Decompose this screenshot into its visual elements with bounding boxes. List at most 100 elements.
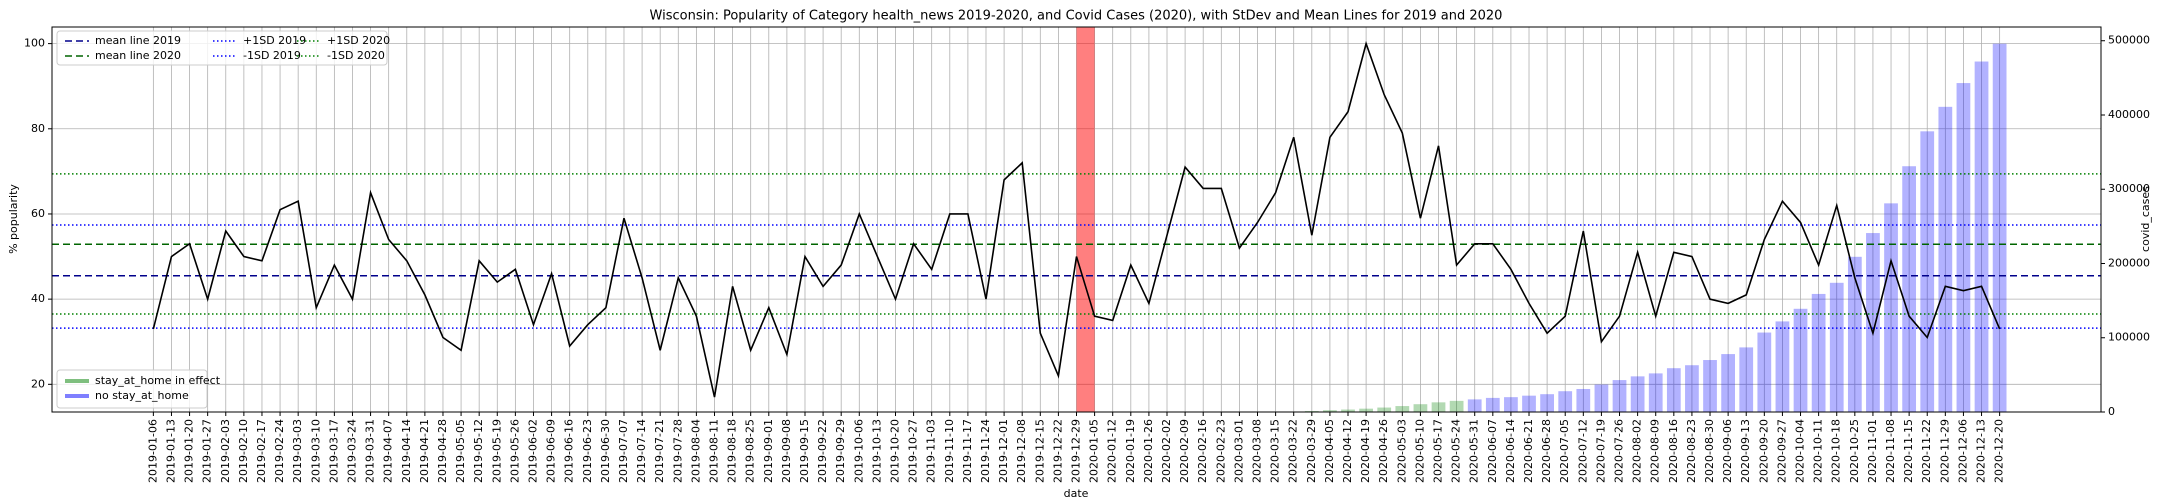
x-tick-label: 2019-07-07 xyxy=(617,419,630,483)
bar xyxy=(1395,406,1410,412)
y2-tick-label: 0 xyxy=(2108,405,2115,418)
x-tick-label: 2019-02-10 xyxy=(237,419,250,483)
x-tick-label: 2020-11-15 xyxy=(1902,419,1915,483)
legend-label: mean line 2019 xyxy=(95,34,181,47)
x-tick-label: 2020-10-18 xyxy=(1830,419,1843,483)
x-tick-label: 2019-12-01 xyxy=(997,419,1010,483)
x-tick-label: 2020-01-05 xyxy=(1088,419,1101,483)
legend-label: +1SD 2019 xyxy=(243,34,306,47)
x-tick-label: 2019-06-16 xyxy=(563,419,576,483)
legend-label: -1SD 2020 xyxy=(327,49,385,62)
bar xyxy=(1956,83,1971,412)
x-tick-label: 2019-05-26 xyxy=(508,419,521,483)
bar xyxy=(1449,400,1464,412)
x-tick-label: 2020-03-22 xyxy=(1287,419,1300,483)
x-tick-label: 2019-01-27 xyxy=(201,419,214,483)
x-tick-label: 2020-09-27 xyxy=(1775,419,1788,483)
x-tick-label: 2019-10-06 xyxy=(852,419,865,483)
x-tick-label: 2020-02-02 xyxy=(1160,419,1173,483)
bar xyxy=(1666,368,1681,412)
x-tick-label: 2020-02-09 xyxy=(1178,419,1191,483)
x-tick-label: 2019-09-01 xyxy=(762,419,775,483)
x-tick-label: 2020-03-15 xyxy=(1269,419,1282,483)
x-tick-label: 2020-06-28 xyxy=(1540,419,1553,483)
x-tick-label: 2020-10-04 xyxy=(1794,419,1807,483)
x-tick-label: 2020-08-23 xyxy=(1685,419,1698,483)
x-tick-label: 2020-11-22 xyxy=(1920,419,1933,483)
x-tick-label: 2019-05-19 xyxy=(490,419,503,483)
x-tick-label: 2020-05-31 xyxy=(1468,419,1481,483)
x-tick-label: 2019-08-11 xyxy=(707,419,720,483)
bar xyxy=(1920,131,1935,412)
bar xyxy=(1902,166,1917,412)
x-tick-label: 2020-04-05 xyxy=(1323,419,1336,483)
legend-label: +1SD 2020 xyxy=(327,34,390,47)
x-axis-label: date xyxy=(1064,487,1089,500)
x-tick-label: 2020-11-29 xyxy=(1938,419,1951,483)
bar xyxy=(1775,321,1790,412)
x-tick-label: 2019-01-06 xyxy=(146,419,159,483)
bar xyxy=(1685,365,1699,412)
x-tick-label: 2019-03-17 xyxy=(327,419,340,483)
x-tick-label: 2019-09-29 xyxy=(834,419,847,483)
x-tick-label: 2019-07-14 xyxy=(635,419,648,483)
y2-tick-label: 400000 xyxy=(2108,108,2150,121)
x-tick-label: 2019-06-09 xyxy=(545,419,558,483)
x-tick-label: 2020-02-16 xyxy=(1196,419,1209,483)
x-tick-label: 2020-07-26 xyxy=(1613,419,1626,483)
x-tick-label: 2020-12-13 xyxy=(1975,419,1988,483)
bar xyxy=(1612,380,1627,412)
bar xyxy=(1847,256,1862,412)
x-tick-label: 2019-02-17 xyxy=(255,419,268,483)
highlight-span xyxy=(1076,27,1095,412)
y2-tick-label: 500000 xyxy=(2108,34,2150,47)
x-tick-label: 2020-07-12 xyxy=(1576,419,1589,483)
x-tick-label: 2020-07-05 xyxy=(1558,419,1571,483)
y-tick-label: 20 xyxy=(31,377,45,390)
x-tick-label: 2019-03-24 xyxy=(345,419,358,483)
bar xyxy=(1540,394,1554,412)
y-axis-label: % popularity xyxy=(7,184,20,254)
x-tick-label: 2019-03-31 xyxy=(364,419,377,483)
bar xyxy=(1630,376,1645,412)
plot-frame xyxy=(51,26,2102,413)
x-tick-label: 2020-04-26 xyxy=(1377,419,1390,483)
x-tick-label: 2020-04-19 xyxy=(1359,419,1372,483)
bar xyxy=(1757,332,1772,412)
x-tick-label: 2020-09-06 xyxy=(1721,419,1734,483)
legend-label: stay_at_home in effect xyxy=(95,374,221,387)
bar xyxy=(1739,347,1754,412)
legend xyxy=(56,30,388,66)
bar xyxy=(1323,410,1337,412)
bar xyxy=(1721,354,1736,412)
x-tick-label: 2019-12-29 xyxy=(1070,419,1083,483)
legend xyxy=(56,369,208,409)
x-tick-label: 2019-04-28 xyxy=(436,419,449,483)
x-tick-label: 2020-11-08 xyxy=(1884,419,1897,483)
x-tick-label: 2019-08-18 xyxy=(726,419,739,483)
bar xyxy=(1793,308,1808,412)
x-tick-label: 2019-11-10 xyxy=(943,419,956,483)
x-tick-label: 2019-07-28 xyxy=(671,419,684,483)
x-tick-label: 2019-11-03 xyxy=(925,419,938,483)
x-tick-label: 2019-07-21 xyxy=(653,419,666,483)
x-tick-label: 2020-07-19 xyxy=(1594,419,1607,483)
x-tick-label: 2019-08-25 xyxy=(744,419,757,483)
x-tick-label: 2019-01-13 xyxy=(164,419,177,483)
x-tick-label: 2020-08-09 xyxy=(1649,419,1662,483)
x-tick-label: 2019-06-30 xyxy=(599,419,612,483)
x-tick-label: 2020-05-17 xyxy=(1432,419,1445,483)
legend-label: mean line 2020 xyxy=(95,49,181,62)
bar xyxy=(1485,397,1500,412)
bar xyxy=(1377,407,1392,412)
chart-title: Wisconsin: Popularity of Category health… xyxy=(650,9,1503,24)
bar xyxy=(1576,388,1591,412)
y-tick-label: 40 xyxy=(31,292,45,305)
bar xyxy=(1829,282,1844,412)
x-tick-label: 2020-02-23 xyxy=(1214,419,1227,483)
x-tick-label: 2020-12-06 xyxy=(1956,419,1969,483)
y-tick-label: 100 xyxy=(24,37,45,50)
bar xyxy=(1866,233,1880,412)
x-tick-label: 2019-12-08 xyxy=(1015,419,1028,483)
